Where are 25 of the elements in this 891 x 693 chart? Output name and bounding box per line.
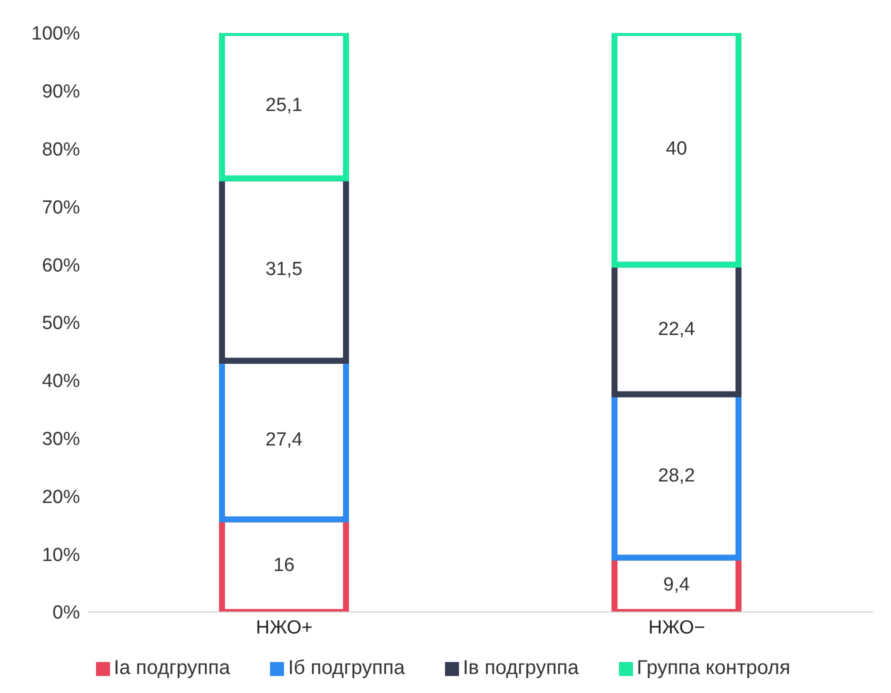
y-tick-label: 0%	[52, 602, 80, 624]
data-label: 16	[273, 555, 295, 576]
data-label: 40	[666, 138, 688, 160]
x-tick-label: НЖО−	[648, 617, 706, 638]
y-tick-label: 20%	[42, 486, 80, 508]
y-tick-label: 50%	[42, 313, 80, 334]
legend-label: Группа контроля	[636, 657, 790, 680]
x-tick-label: НЖО+	[256, 617, 313, 638]
y-tick-label: 70%	[42, 197, 80, 218]
y-tick-label: 90%	[42, 82, 80, 103]
data-label: 28,2	[658, 465, 695, 486]
y-tick-label: 60%	[42, 255, 80, 276]
legend-label: Ia подгруппа	[114, 657, 230, 680]
y-tick-label: 80%	[42, 140, 80, 161]
data-label: 22,4	[658, 318, 696, 340]
data-label: 31,5	[266, 259, 302, 280]
data-label: 25,1	[266, 95, 302, 116]
data-label: 9,4	[663, 574, 690, 596]
y-tick-label: 40%	[42, 371, 80, 392]
y-tick-label: 10%	[42, 544, 80, 566]
data-label: 27,4	[266, 430, 303, 451]
legend-label: Iб подгруппа	[288, 657, 405, 680]
y-tick-label: 100%	[31, 24, 80, 45]
y-tick-label: 30%	[42, 429, 80, 450]
legend-label: Iв подгруппа	[462, 657, 579, 680]
